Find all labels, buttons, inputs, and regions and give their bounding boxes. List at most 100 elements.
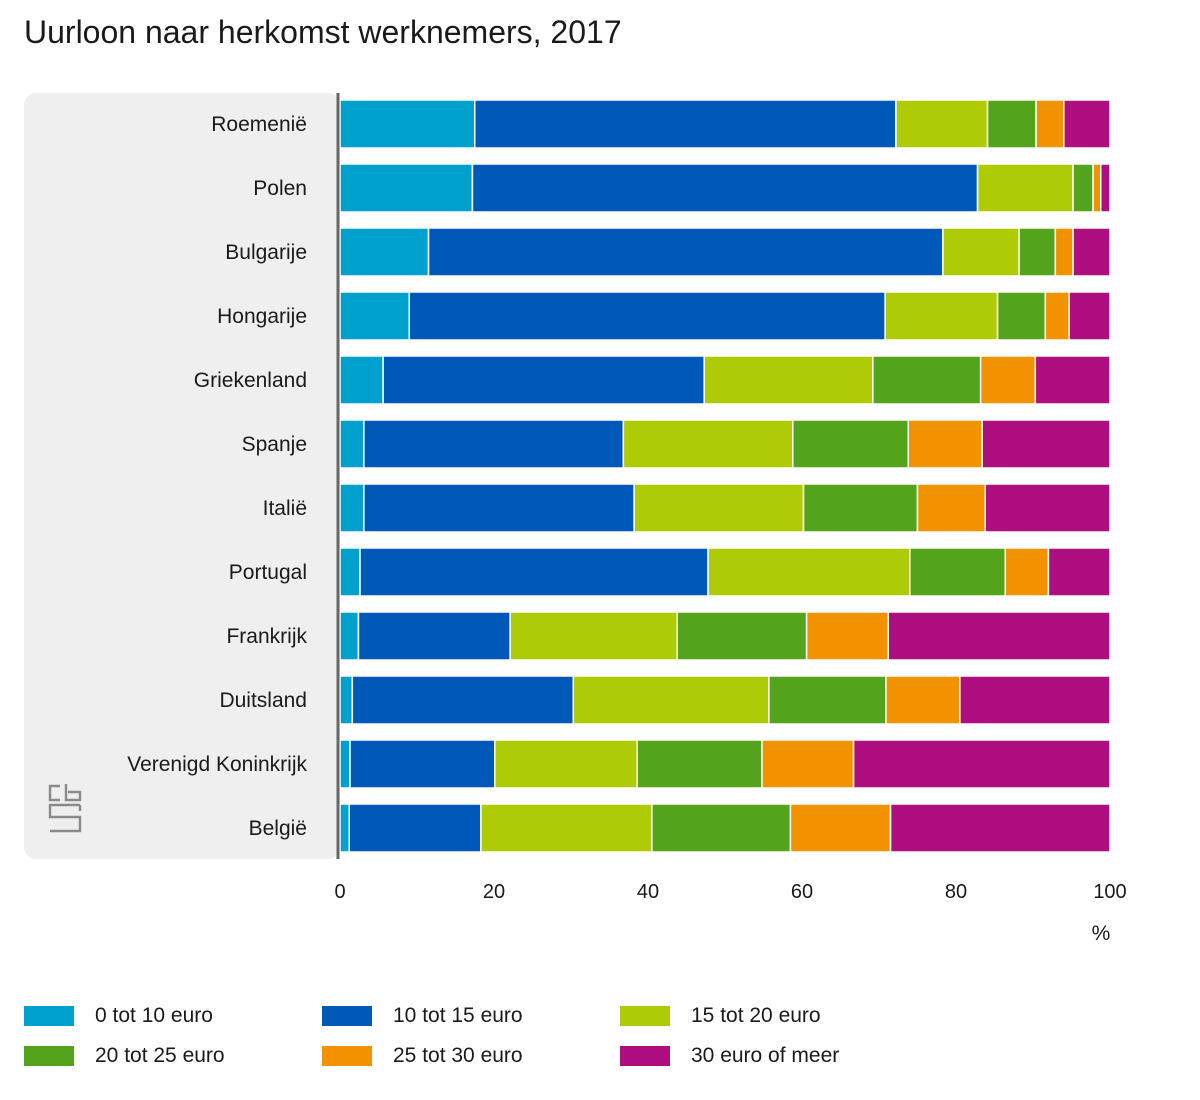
bars-group	[339, 99, 1111, 853]
bar-segment	[1063, 99, 1111, 149]
bar-segment	[984, 483, 1111, 533]
category-label: Spanje	[242, 433, 307, 456]
bar-segment	[622, 419, 794, 469]
bar-segment	[889, 803, 1111, 853]
bar-segment	[1047, 547, 1111, 597]
bar-segment	[703, 355, 874, 405]
bar-segment	[339, 291, 411, 341]
x-tick-label: 40	[637, 881, 659, 903]
category-label: België	[249, 817, 307, 840]
cbs-logo-icon	[48, 784, 82, 833]
bar-segment	[789, 803, 892, 853]
legend-label: 25 tot 30 euro	[393, 1044, 523, 1067]
legend-label: 30 euro of meer	[691, 1044, 840, 1067]
bar-segment	[884, 291, 999, 341]
x-tick-labels: 0 20 40 60 80 100	[334, 881, 1126, 903]
bar-segment	[792, 419, 910, 469]
bar-segment	[802, 483, 919, 533]
bar-segment	[1068, 291, 1111, 341]
legend-item: 30 euro of meer	[620, 1040, 839, 1072]
bar-segment	[509, 611, 679, 661]
bar-segment	[852, 739, 1111, 789]
bar-segment	[471, 163, 979, 213]
category-label: Hongarije	[217, 305, 307, 328]
bar-segment	[339, 227, 430, 277]
bar-segment	[363, 419, 625, 469]
category-label: Verenigd Koninkrijk	[127, 753, 307, 776]
bar-segment	[408, 291, 886, 341]
bar-segment	[349, 739, 496, 789]
bar-segment	[339, 675, 354, 725]
bar-segment	[351, 675, 575, 725]
bar-segment	[1072, 163, 1094, 213]
bar-segment	[1034, 355, 1111, 405]
category-label: Duitsland	[219, 689, 307, 712]
legend-swatch	[322, 1006, 372, 1026]
x-tick-label: 0	[334, 881, 345, 903]
bar-segment	[996, 291, 1047, 341]
bar-segment	[382, 355, 705, 405]
bar-segment	[636, 739, 763, 789]
bar-segment	[339, 803, 350, 853]
bar-segment	[339, 419, 365, 469]
bar-segment	[572, 675, 770, 725]
category-labels: Roemenië Polen Bulgarije Hongarije Griekenla…	[127, 113, 307, 840]
category-label: Griekenland	[194, 369, 307, 392]
bar-segment	[339, 547, 361, 597]
bar-segment	[1044, 291, 1070, 341]
category-label: Bulgarije	[225, 241, 307, 264]
bar-segment	[1004, 547, 1050, 597]
legend-item: 20 tot 25 euro	[24, 1040, 225, 1072]
bar-segment	[885, 675, 961, 725]
bar-segment	[1072, 227, 1111, 277]
bar-segment	[480, 803, 653, 853]
bar-segment	[348, 803, 482, 853]
legend-item: 10 tot 15 euro	[322, 1000, 523, 1032]
bar-segment	[1018, 227, 1057, 277]
x-tick-label: 100	[1093, 881, 1126, 903]
legend-swatch	[24, 1046, 74, 1066]
bar-segment	[942, 227, 1020, 277]
legend-label: 20 tot 25 euro	[95, 1044, 225, 1067]
bar-segment	[916, 483, 987, 533]
bar-segment	[339, 739, 351, 789]
bar-segment	[907, 419, 983, 469]
legend-item: 25 tot 30 euro	[322, 1040, 523, 1072]
bar-segment	[1054, 227, 1074, 277]
bar-segment	[1100, 163, 1111, 213]
bar-segment	[981, 419, 1111, 469]
stacked-bar-chart: Roemenië Polen Bulgarije Hongarije Griekenla…	[24, 93, 1127, 945]
bar-segment	[959, 675, 1111, 725]
bar-segment	[909, 547, 1007, 597]
x-tick-label: 20	[483, 881, 505, 903]
bar-segment	[651, 803, 792, 853]
category-label: Roemenië	[211, 113, 307, 136]
bar-segment	[363, 483, 635, 533]
bar-segment	[359, 547, 709, 597]
category-label: Polen	[253, 177, 307, 200]
bar-segment	[339, 163, 474, 213]
bar-segment	[339, 355, 384, 405]
legend-item: 15 tot 20 euro	[620, 1000, 821, 1032]
legend-swatch	[322, 1046, 372, 1066]
bar-segment	[768, 675, 887, 725]
x-tick-label: 60	[791, 881, 813, 903]
bar-segment	[761, 739, 855, 789]
bar-segment	[339, 99, 476, 149]
bar-segment	[979, 355, 1037, 405]
legend-label: 0 tot 10 euro	[95, 1004, 213, 1027]
legend-swatch	[620, 1046, 670, 1066]
bar-segment	[339, 483, 365, 533]
bar-segment	[427, 227, 944, 277]
bar-segment	[357, 611, 511, 661]
x-axis-label: %	[1092, 922, 1111, 945]
bar-segment	[887, 611, 1111, 661]
legend-item: 0 tot 10 euro	[24, 1000, 213, 1032]
category-panel	[24, 93, 340, 859]
bar-segment	[872, 355, 982, 405]
chart-title: Uurloon naar herkomst werknemers, 2017	[24, 14, 622, 50]
bar-segment	[986, 99, 1037, 149]
legend: 0 tot 10 euro 10 tot 15 euro 15 tot 20 e…	[24, 1000, 1024, 1080]
bar-segment	[707, 547, 911, 597]
category-label: Frankrijk	[226, 625, 307, 648]
